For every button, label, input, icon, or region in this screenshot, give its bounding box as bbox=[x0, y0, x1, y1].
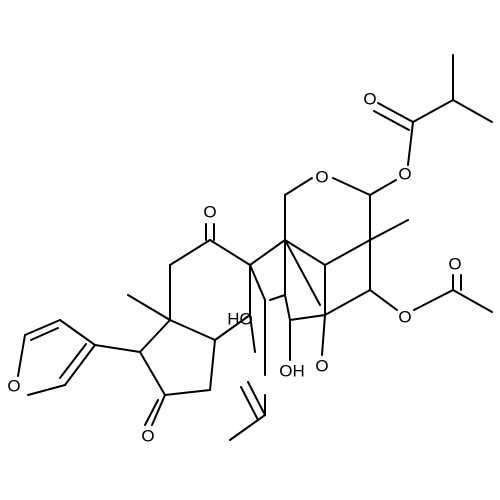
atom-label: O bbox=[7, 376, 20, 395]
atom-label: O bbox=[448, 254, 461, 273]
atom-label: O bbox=[141, 426, 154, 445]
atom-label: HO bbox=[227, 309, 253, 328]
atom-labels: O O O O O O HO OH O O O bbox=[7, 89, 461, 445]
bonds bbox=[17, 54, 493, 441]
atom-label: O bbox=[315, 167, 328, 186]
atom-label: OH bbox=[279, 361, 305, 380]
atom-label: O bbox=[315, 356, 328, 375]
atom-label: O bbox=[398, 307, 411, 326]
atom-label: O bbox=[203, 202, 216, 221]
atom-label: O bbox=[363, 89, 376, 108]
atom-label: O bbox=[398, 164, 411, 183]
